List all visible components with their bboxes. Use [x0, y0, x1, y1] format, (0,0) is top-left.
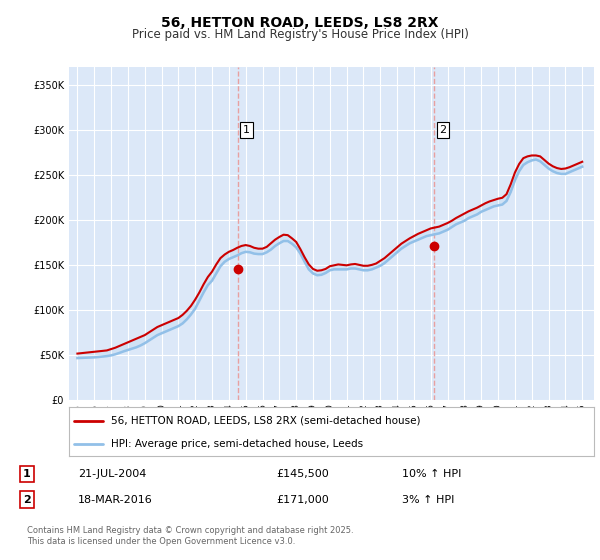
- Text: 1: 1: [23, 469, 31, 479]
- Text: Price paid vs. HM Land Registry's House Price Index (HPI): Price paid vs. HM Land Registry's House …: [131, 28, 469, 41]
- Text: 56, HETTON ROAD, LEEDS, LS8 2RX (semi-detached house): 56, HETTON ROAD, LEEDS, LS8 2RX (semi-de…: [111, 416, 421, 426]
- Text: £145,500: £145,500: [276, 469, 329, 479]
- Text: 10% ↑ HPI: 10% ↑ HPI: [402, 469, 461, 479]
- Text: 1: 1: [243, 125, 250, 135]
- Text: 56, HETTON ROAD, LEEDS, LS8 2RX: 56, HETTON ROAD, LEEDS, LS8 2RX: [161, 16, 439, 30]
- Text: 2: 2: [23, 494, 31, 505]
- Text: 2: 2: [440, 125, 446, 135]
- Text: £171,000: £171,000: [276, 494, 329, 505]
- Text: HPI: Average price, semi-detached house, Leeds: HPI: Average price, semi-detached house,…: [111, 439, 363, 449]
- Text: 3% ↑ HPI: 3% ↑ HPI: [402, 494, 454, 505]
- Text: Contains HM Land Registry data © Crown copyright and database right 2025.
This d: Contains HM Land Registry data © Crown c…: [27, 526, 353, 546]
- Text: 18-MAR-2016: 18-MAR-2016: [78, 494, 153, 505]
- Text: 21-JUL-2004: 21-JUL-2004: [78, 469, 146, 479]
